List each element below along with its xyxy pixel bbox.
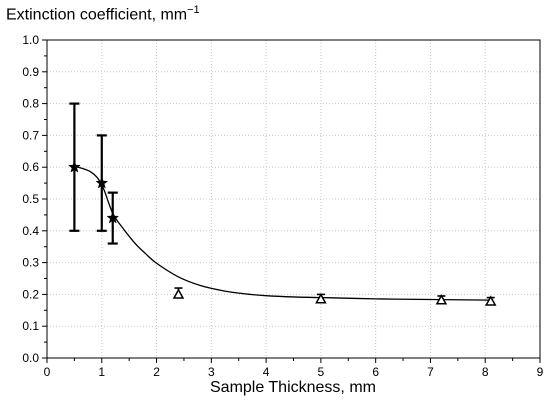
data-points: [68, 102, 497, 306]
x-tick-label: 1: [98, 365, 105, 379]
data-point-star: [106, 211, 120, 224]
plot-frame: [46, 39, 541, 359]
y-tick-label: 0.0: [22, 351, 39, 365]
x-tick-label: 9: [537, 365, 544, 379]
axes: [42, 39, 541, 363]
data-point-star: [95, 176, 109, 189]
y-tick-label: 1.0: [22, 33, 39, 47]
y-tick-label: 0.7: [22, 128, 39, 142]
y-tick-label: 0.6: [22, 160, 39, 174]
data-point-star: [68, 160, 81, 173]
tick-labels: 0 1 2 3 4 5 6 7 8 9 0.0 0.1 0.2 0.3 0.4 0.5 0.6 0.7 0.8 0.9…: [22, 33, 543, 379]
x-tick-label: 7: [427, 365, 434, 379]
y-tick-label: 0.4: [22, 224, 39, 238]
x-tick-label: 5: [318, 365, 325, 379]
x-tick-label: 0: [44, 365, 51, 379]
y-tick-label: 0.2: [22, 287, 39, 301]
x-tick-label: 8: [482, 365, 489, 379]
data-point-triangle: [172, 288, 185, 299]
data-point-triangle: [484, 295, 497, 306]
data-point-triangle: [315, 293, 327, 304]
x-tick-label: 6: [372, 365, 379, 379]
y-tick-label: 0.1: [22, 319, 39, 333]
y-axis-label: Extinction coefficient, mm−1: [6, 4, 200, 24]
x-tick-label: 4: [263, 365, 270, 379]
y-tick-label: 0.5: [22, 192, 39, 206]
y-tick-label: 0.8: [22, 97, 39, 111]
x-axis-label: Sample Thickness, mm: [210, 379, 376, 396]
y-tick-label: 0.9: [22, 65, 39, 79]
data-point-triangle: [435, 294, 448, 305]
x-tick-label: 2: [153, 365, 160, 379]
x-tick-label: 3: [208, 365, 215, 379]
y-tick-label: 0.3: [22, 256, 39, 270]
